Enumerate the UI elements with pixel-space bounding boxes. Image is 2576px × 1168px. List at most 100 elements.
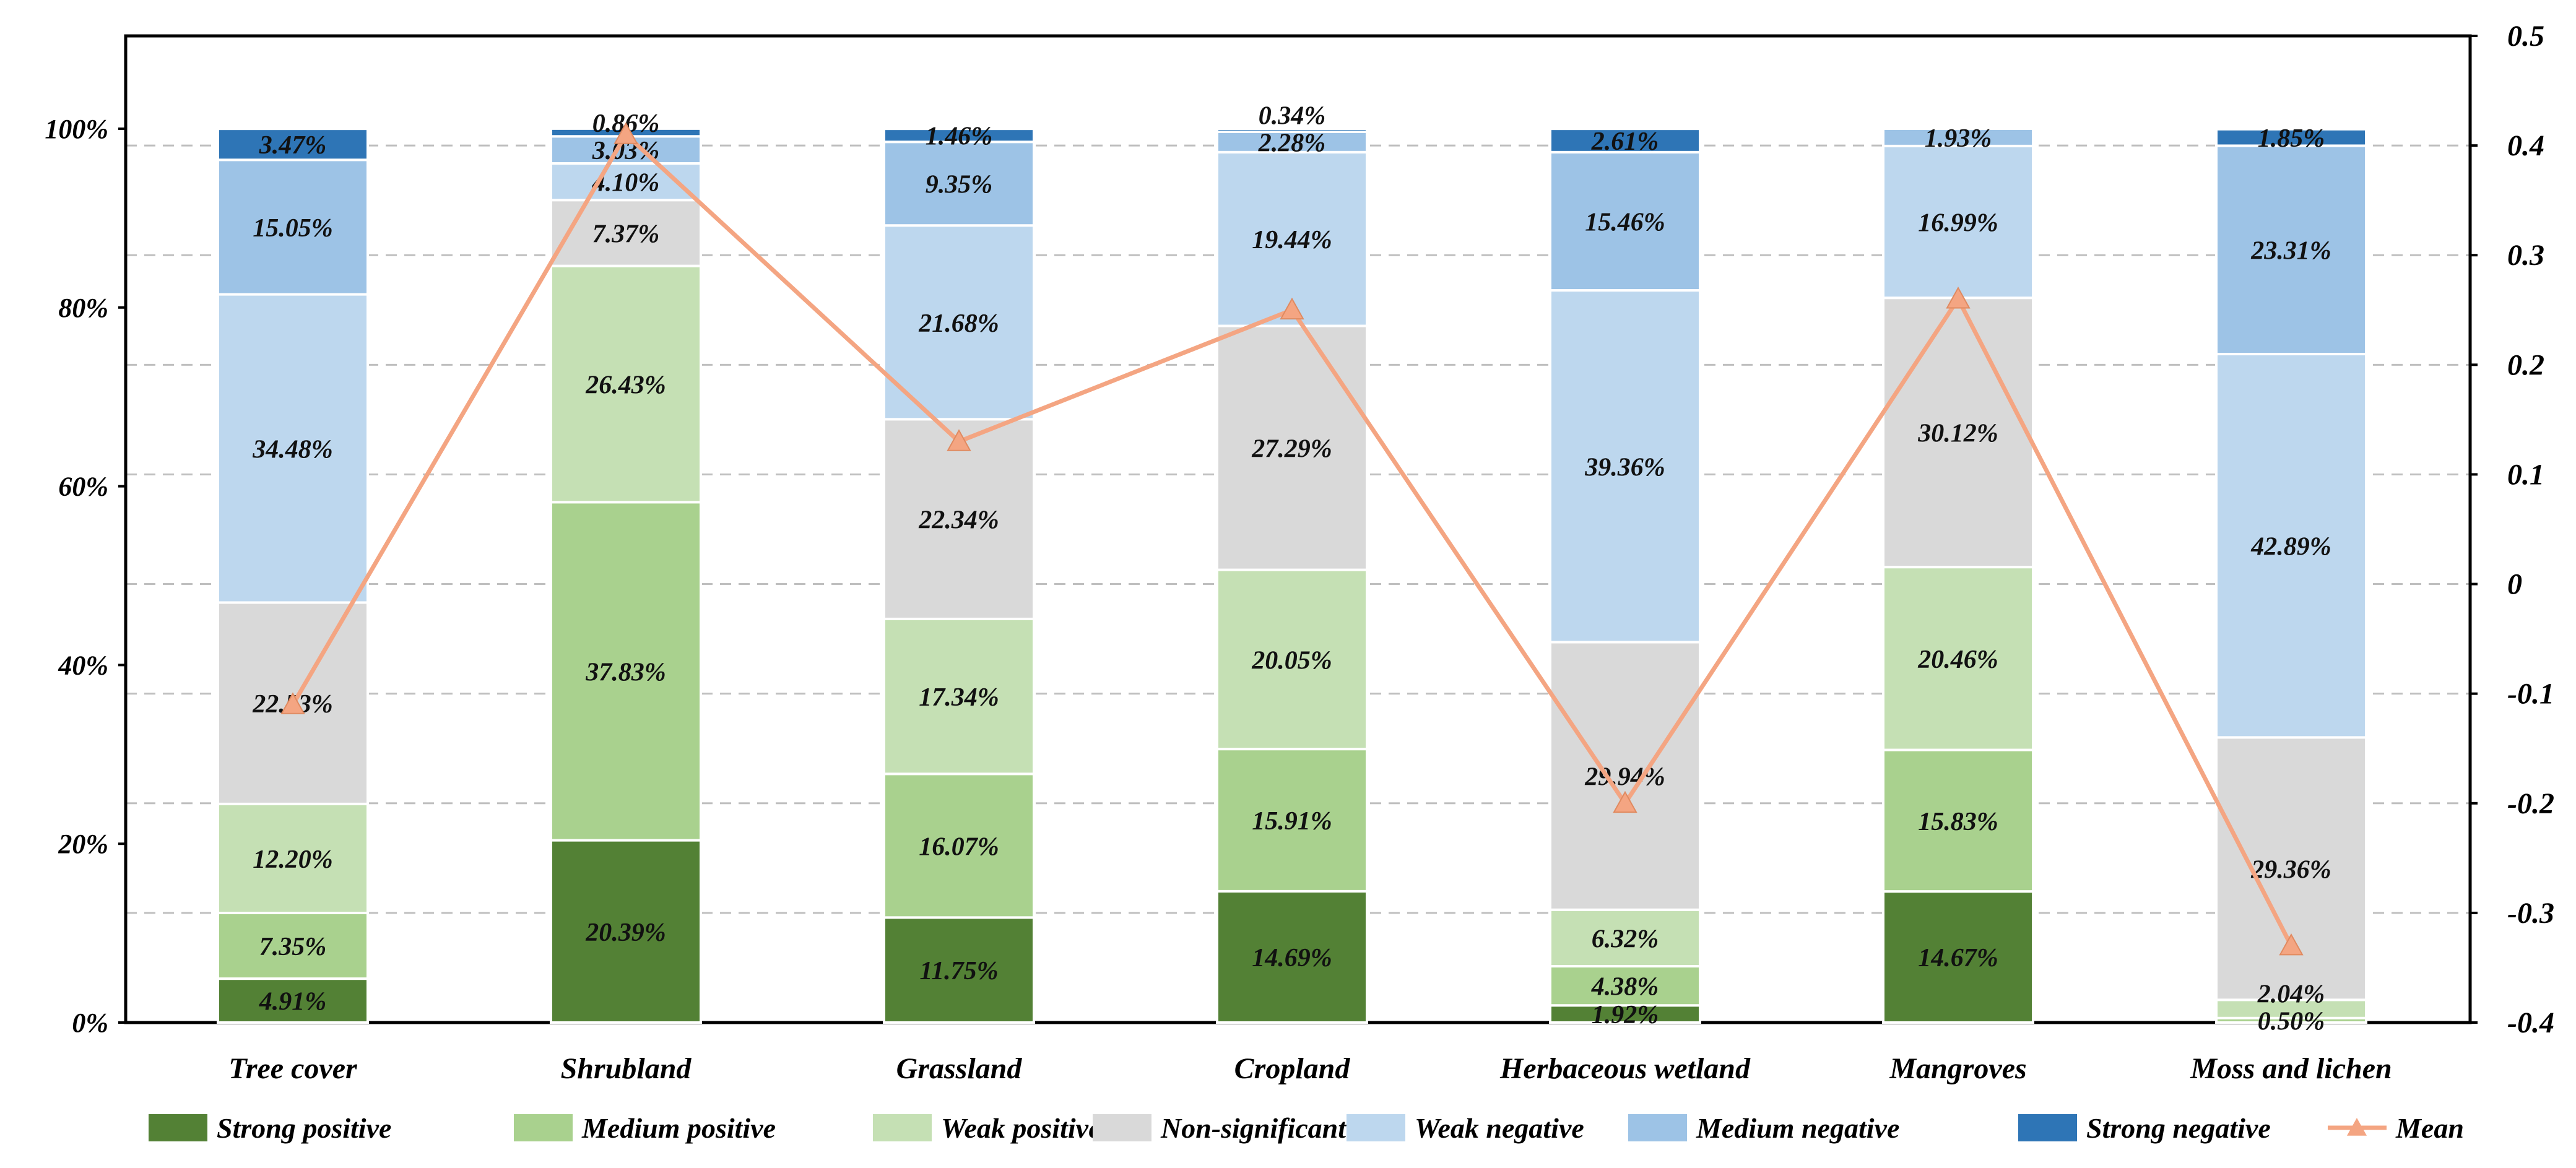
legend-label-non-significant: Non-significant xyxy=(1160,1112,1347,1144)
right-axis-tick-label: -0.2 xyxy=(2507,787,2554,820)
bar-segment-herbaceous-wetland-strong-negative xyxy=(1549,128,1701,154)
data-label-herbaceous-wetland-medium-negative: 15.46% xyxy=(1585,208,1665,236)
mean-marker-shrubland xyxy=(614,122,638,144)
bar-segment-mangroves-medium-negative xyxy=(1882,128,2034,147)
data-label-cropland-medium-positive: 15.91% xyxy=(1252,807,1332,836)
bar-segment-grassland-medium-negative xyxy=(883,141,1035,227)
data-label-tree-cover-strong-positive: 4.91% xyxy=(259,988,327,1016)
bar-segment-cropland-medium-positive xyxy=(1216,748,1368,893)
right-axis-tick-label: -0.3 xyxy=(2507,897,2554,930)
data-label-cropland-strong-negative: 0.34% xyxy=(1259,102,1326,130)
bar-segment-herbaceous-wetland-weak-negative xyxy=(1549,289,1701,644)
data-label-grassland-medium-negative: 9.35% xyxy=(926,171,993,199)
bar-segment-tree-cover-weak-negative xyxy=(217,293,369,604)
mean-marker-herbaceous-wetland xyxy=(1613,790,1637,813)
left-axis-tick-label: 0% xyxy=(72,1008,108,1038)
bar-segment-moss-and-lichen-strong-negative xyxy=(2215,128,2367,147)
legend-label-medium-negative: Medium negative xyxy=(1696,1112,1899,1144)
legend-swatch-medium-positive xyxy=(514,1114,573,1141)
data-label-mangroves-strong-positive: 14.67% xyxy=(1918,944,1998,972)
data-label-shrubland-strong-positive: 20.39% xyxy=(585,919,666,947)
data-label-herbaceous-wetland-weak-positive: 6.32% xyxy=(1592,925,1659,953)
legend-swatch-strong-negative xyxy=(2018,1114,2077,1141)
left-axis-tick-label: 80% xyxy=(58,293,108,323)
bar-segment-cropland-strong-positive xyxy=(1216,889,1368,1024)
bar-segment-tree-cover-medium-negative xyxy=(217,158,369,296)
data-label-grassland-strong-positive: 11.75% xyxy=(919,957,998,985)
bar-segment-mangroves-weak-negative xyxy=(1882,144,2034,300)
x-axis-category-label: Grassland xyxy=(896,1052,1023,1085)
legend-swatch-medium-negative xyxy=(1628,1114,1687,1141)
legend-label-weak-positive: Weak positive xyxy=(941,1112,1101,1144)
data-label-grassland-medium-positive: 16.07% xyxy=(919,833,999,861)
bar-segment-grassland-strong-negative xyxy=(883,128,1035,144)
bar-segment-moss-and-lichen-weak-negative xyxy=(2215,353,2367,739)
left-axis-tick-label: 60% xyxy=(58,472,108,502)
bar-segment-herbaceous-wetland-weak-positive xyxy=(1549,908,1701,968)
bar-segment-shrubland-medium-positive xyxy=(550,501,702,842)
data-label-cropland-weak-positive: 20.05% xyxy=(1251,646,1332,675)
data-label-cropland-weak-negative: 19.44% xyxy=(1252,226,1332,254)
x-axis-category-label: Tree cover xyxy=(228,1052,358,1085)
data-label-shrubland-weak-positive: 26.43% xyxy=(585,371,666,399)
data-label-moss-and-lichen-strong-negative: 1.85% xyxy=(2258,124,2325,153)
right-axis-tick-label: 0 xyxy=(2507,568,2522,601)
bar-segment-herbaceous-wetland-medium-negative xyxy=(1549,150,1701,292)
right-axis-tick-label: 0.5 xyxy=(2507,20,2544,53)
legend-label-mean: Mean xyxy=(2395,1112,2464,1144)
mean-marker-moss-and-lichen xyxy=(2279,933,2304,956)
data-label-mangroves-weak-positive: 20.46% xyxy=(1917,646,1998,674)
data-label-moss-and-lichen-medium-negative: 23.31% xyxy=(2250,237,2331,266)
x-axis-category-label: Shrubland xyxy=(561,1052,692,1085)
mean-marker-grassland xyxy=(947,429,971,451)
bar-segment-tree-cover-strong-positive xyxy=(217,977,369,1024)
right-axis-tick-label: 0.2 xyxy=(2507,348,2544,381)
bar-segment-shrubland-strong-positive xyxy=(550,839,702,1024)
data-label-herbaceous-wetland-strong-positive: 1.92% xyxy=(1592,1001,1659,1029)
data-label-mangroves-medium-positive: 15.83% xyxy=(1918,808,1998,836)
data-label-tree-cover-strong-negative: 3.47% xyxy=(259,131,327,160)
data-label-tree-cover-weak-positive: 12.20% xyxy=(253,846,333,874)
data-label-herbaceous-wetland-strong-negative: 2.61% xyxy=(1591,128,1659,156)
legend-label-medium-positive: Medium positive xyxy=(581,1112,776,1144)
bar-segment-cropland-weak-negative xyxy=(1216,150,1368,327)
x-axis-category-label: Moss and lichen xyxy=(2190,1052,2392,1085)
data-label-moss-and-lichen-non-significant: 29.36% xyxy=(2250,855,2331,884)
bar-segment-mangroves-medium-positive xyxy=(1882,748,2034,893)
data-label-herbaceous-wetland-medium-positive: 4.38% xyxy=(1591,973,1659,1001)
data-label-cropland-strong-positive: 14.69% xyxy=(1252,944,1332,972)
data-label-herbaceous-wetland-weak-negative: 39.36% xyxy=(1584,453,1665,482)
legend-swatch-mean-marker xyxy=(2347,1118,2367,1136)
data-label-grassland-weak-negative: 21.68% xyxy=(918,309,999,338)
data-label-tree-cover-medium-negative: 15.05% xyxy=(253,214,333,243)
right-axis-tick-label: 0.3 xyxy=(2507,239,2544,272)
bar-segment-herbaceous-wetland-non-significant xyxy=(1549,641,1701,911)
data-label-mangroves-medium-negative: 1.93% xyxy=(1925,124,1992,153)
data-label-grassland-strong-negative: 1.46% xyxy=(926,123,993,151)
data-label-mangroves-non-significant: 30.12% xyxy=(1917,420,1998,448)
bar-segment-moss-and-lichen-non-significant xyxy=(2215,736,2367,1001)
legend-swatch-weak-negative xyxy=(1347,1114,1405,1141)
right-axis-tick-label: 0.1 xyxy=(2507,458,2544,491)
data-label-tree-cover-medium-positive: 7.35% xyxy=(259,933,327,961)
data-label-cropland-medium-negative: 2.28% xyxy=(1258,129,1326,157)
mean-marker-tree-cover xyxy=(280,692,305,714)
legend-label-strong-negative: Strong negative xyxy=(2086,1112,2271,1144)
right-axis-tick-label: -0.1 xyxy=(2507,678,2554,711)
x-axis-category-label: Cropland xyxy=(1234,1052,1351,1085)
bar-segment-grassland-strong-positive xyxy=(883,916,1035,1024)
data-label-shrubland-non-significant: 7.37% xyxy=(592,220,660,248)
legend-label-strong-positive: Strong positive xyxy=(217,1112,391,1144)
left-axis-tick-label: 20% xyxy=(58,829,108,859)
bar-segment-cropland-non-significant xyxy=(1216,324,1368,571)
right-axis-tick-label: -0.4 xyxy=(2507,1006,2554,1039)
data-label-herbaceous-wetland-non-significant: 29.94% xyxy=(1584,763,1665,792)
left-axis-tick-label: 40% xyxy=(58,650,108,680)
right-axis-tick-label: 0.4 xyxy=(2507,129,2544,162)
mean-marker-cropland xyxy=(1280,297,1304,320)
bar-segment-moss-and-lichen-medium-negative xyxy=(2215,144,2367,356)
legend-label-weak-negative: Weak negative xyxy=(1415,1112,1584,1144)
data-label-moss-and-lichen-medium-positive: 0.50% xyxy=(2258,1007,2325,1036)
legend-swatch-non-significant xyxy=(1093,1114,1151,1141)
